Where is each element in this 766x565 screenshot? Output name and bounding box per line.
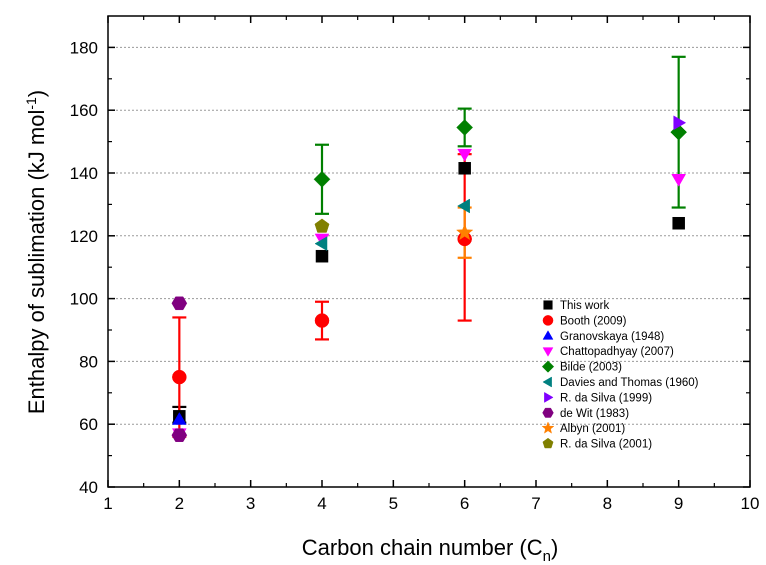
data-point: [457, 198, 470, 214]
x-tick-label: 9: [674, 494, 683, 513]
x-tick-label: 6: [460, 494, 469, 513]
legend-label: R. da Silva (1999): [560, 392, 652, 404]
legend-label: Chattopadhyay (2007): [560, 346, 674, 358]
data-point: [455, 223, 474, 241]
data-point: [171, 428, 188, 442]
legend-marker: [543, 300, 553, 310]
x-tick-label: 5: [389, 494, 398, 513]
x-tick-label: 8: [603, 494, 612, 513]
plot-frame: [107, 15, 751, 488]
y-tick-label: 180: [70, 38, 98, 57]
y-tick-label: 60: [79, 415, 98, 434]
legend-marker: [541, 360, 555, 373]
legend-label: de Wit (1983): [560, 408, 629, 420]
axis-ticks: [107, 16, 751, 488]
y-tick-label: 120: [70, 227, 98, 246]
legend-label: Albyn (2001): [560, 423, 625, 435]
data-point: [458, 162, 471, 175]
legend-marker: [542, 315, 554, 326]
data-point: [456, 119, 474, 136]
y-tick-label: 40: [79, 478, 98, 497]
legend-label: R. da Silva (2001): [560, 439, 652, 451]
data-point: [313, 170, 331, 188]
y-tick-label: 140: [70, 164, 98, 183]
data-markers: [171, 115, 688, 442]
y-tick-label: 100: [70, 290, 98, 309]
data-point: [314, 236, 328, 252]
legend-label: Bilde (2003): [560, 362, 622, 374]
x-tick-label: 1: [103, 494, 112, 513]
x-tick-label: 4: [317, 494, 326, 513]
legend-label: Davies and Thomas (1960): [560, 377, 699, 389]
data-point: [171, 296, 188, 311]
data-point: [171, 411, 187, 425]
legend-marker: [542, 376, 552, 388]
y-axis-title-superscript: -1: [23, 97, 39, 110]
legend: This work Booth (2009) Granovskaya (1948) C…: [541, 300, 699, 451]
data-point: [671, 174, 687, 187]
legend-label: Booth (2009): [560, 315, 627, 327]
legend-marker: [542, 347, 554, 357]
x-tick-label: 3: [246, 494, 255, 513]
data-point: [673, 115, 687, 131]
legend-marker: [542, 330, 554, 340]
x-axis-title: Carbon chain number (Cn): [302, 535, 559, 565]
y-axis-title: Enthalpy of sublimation (kJ mol-1): [23, 90, 49, 414]
data-point: [670, 123, 688, 141]
data-point: [315, 249, 329, 263]
tick-labels: 40 60 80 100 120 140 160 180 1 2 3 4 5 6 7 8 9 10: [70, 38, 760, 513]
legend-marker: [542, 437, 554, 449]
data-point: [172, 369, 187, 385]
y-tick-label: 80: [79, 352, 98, 371]
legend-marker: [542, 407, 554, 418]
gridlines: [108, 46, 750, 425]
x-axis-title-subscript: n: [543, 548, 551, 565]
legend-label: This work: [560, 300, 609, 312]
x-tick-label: 2: [175, 494, 184, 513]
data-point: [457, 148, 473, 162]
data-point: [314, 218, 330, 233]
data-point: [672, 216, 685, 230]
x-tick-label: 7: [531, 494, 540, 513]
data-point: [314, 313, 330, 328]
legend-label: Granovskaya (1948): [560, 331, 664, 343]
legend-marker: [541, 421, 555, 434]
x-tick-label: 10: [741, 494, 760, 513]
y-tick-label: 160: [70, 101, 98, 120]
legend-marker: [544, 391, 554, 403]
